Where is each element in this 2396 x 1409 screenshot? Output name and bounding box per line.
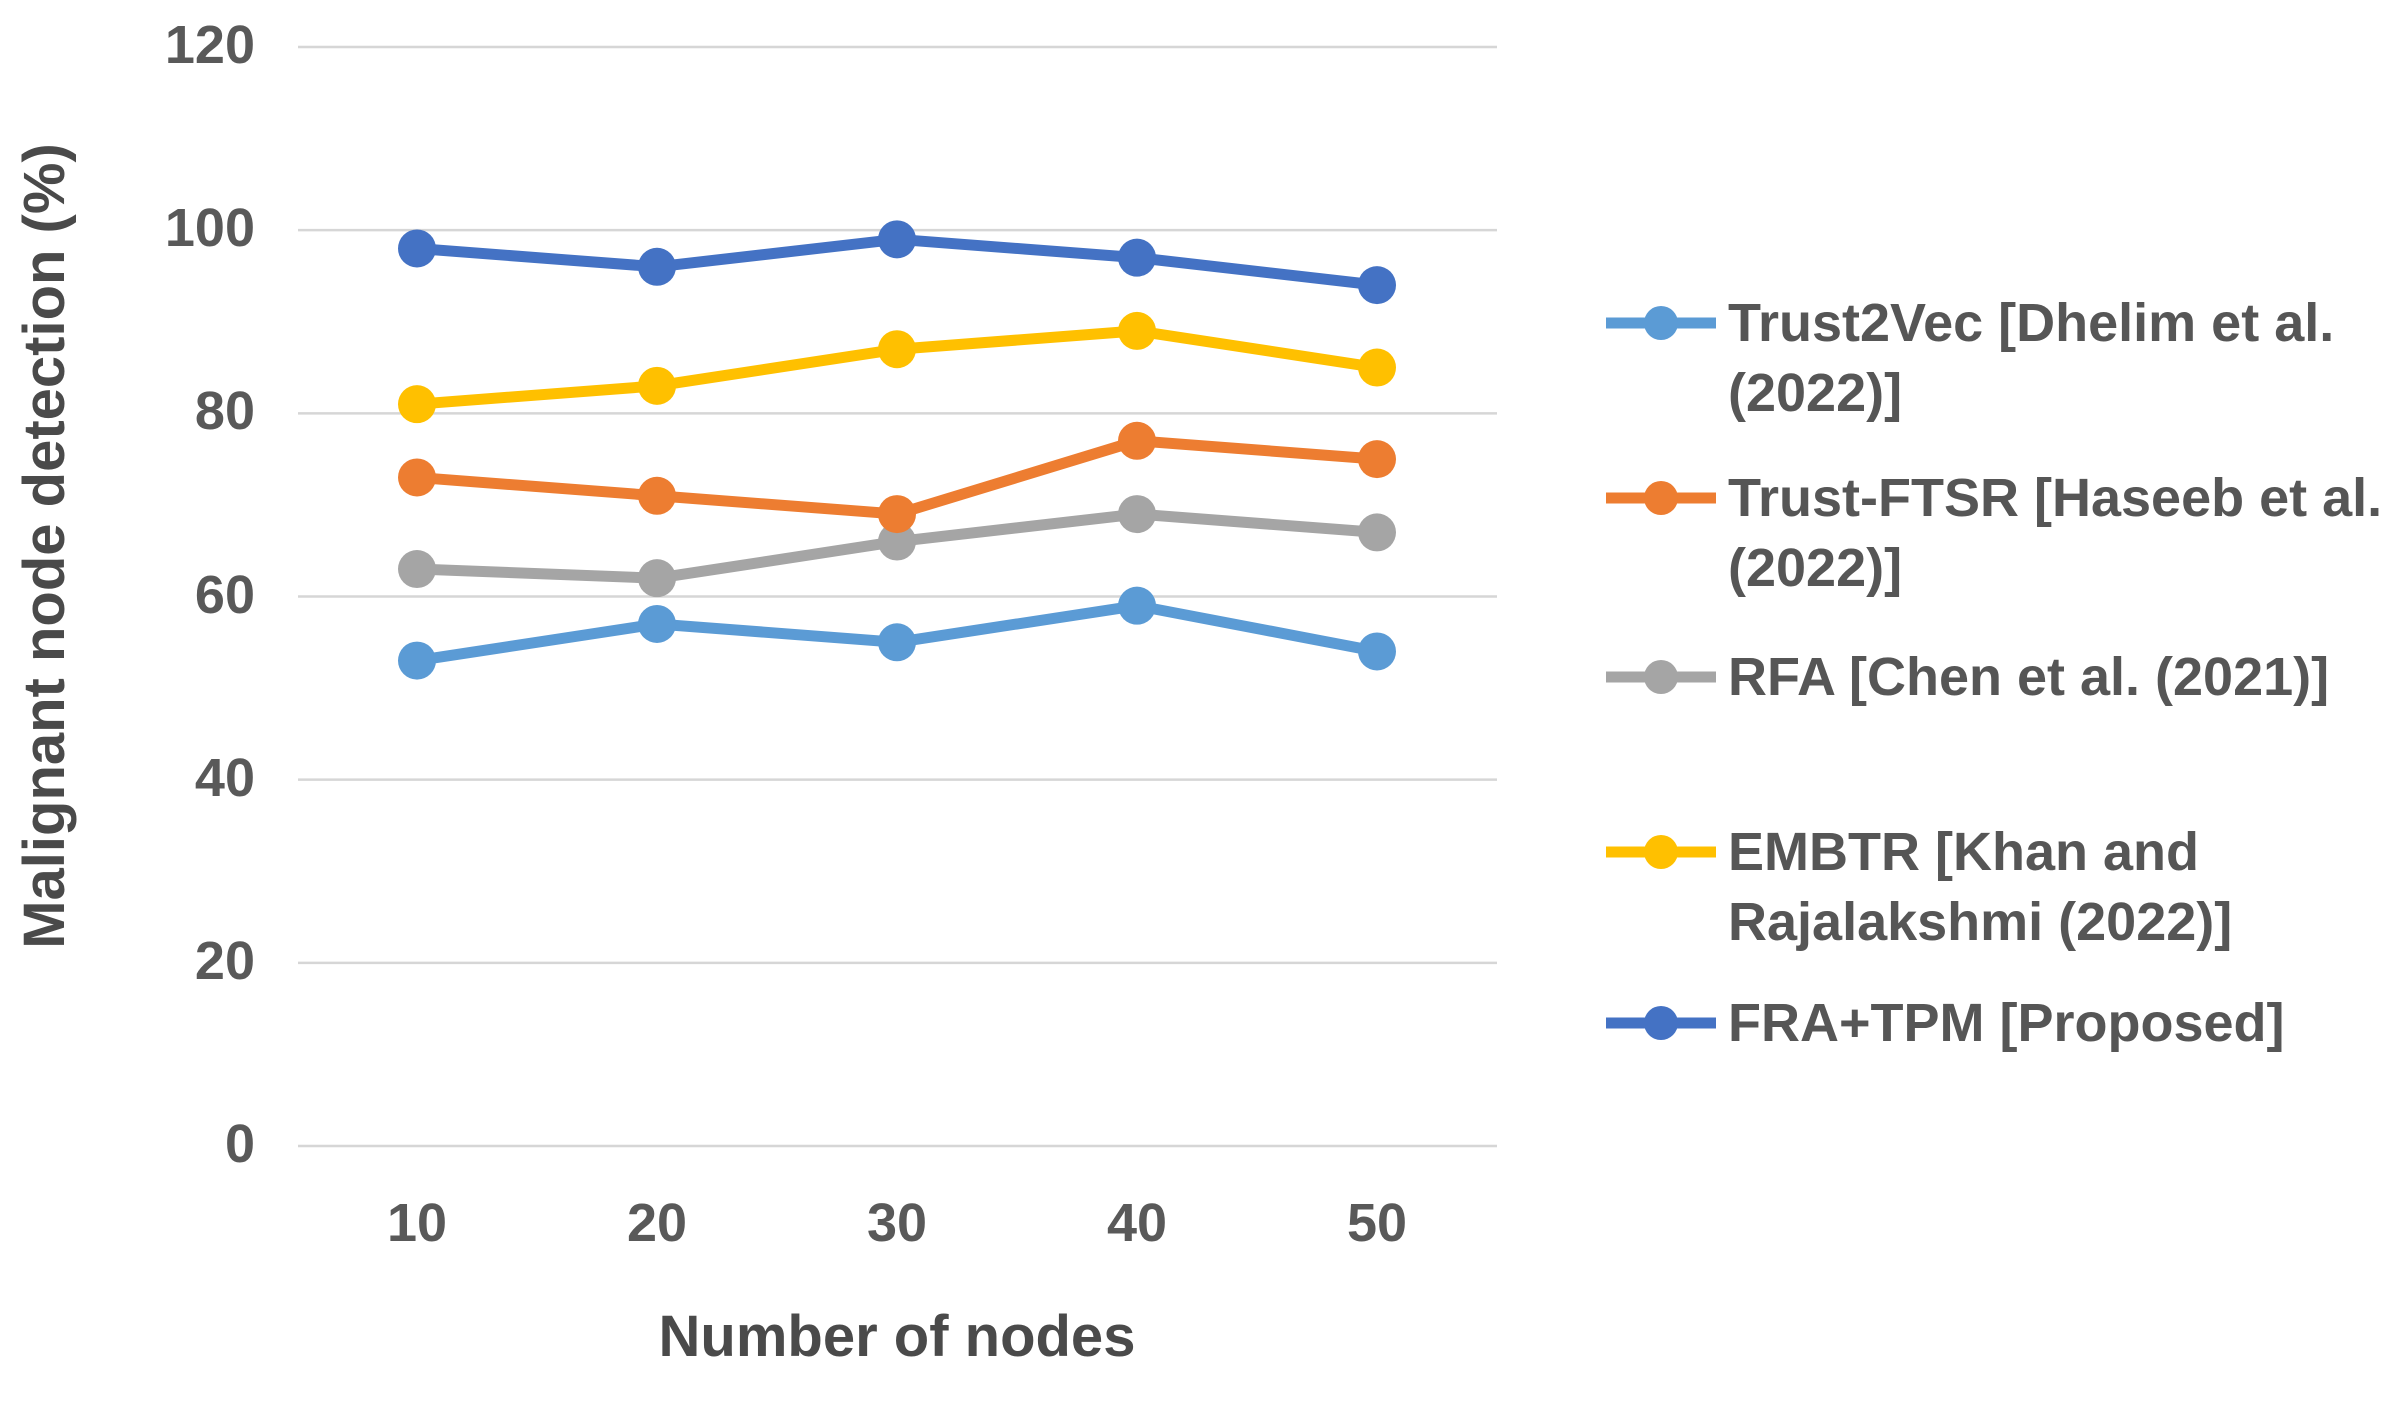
legend-marker-icon xyxy=(1606,835,1716,869)
legend-item: EMBTR [Khan and Rajalakshmi (2022)] xyxy=(1606,817,2396,957)
y-tick-label: 0 xyxy=(224,1113,255,1174)
x-tick-label: 40 xyxy=(1106,1193,1168,1253)
data-point xyxy=(1118,238,1156,277)
y-tick-label: 120 xyxy=(164,14,255,75)
data-point xyxy=(878,330,916,369)
x-tick-label: 30 xyxy=(866,1193,928,1253)
y-axis-title: Malignant node detection (%) xyxy=(12,143,77,949)
data-point xyxy=(1358,632,1396,671)
legend-marker-icon xyxy=(1606,306,1716,340)
data-point xyxy=(1358,440,1396,479)
data-point xyxy=(398,641,436,680)
legend-label: Trust2Vec [Dhelim et al. (2022)] xyxy=(1728,293,2335,423)
data-point xyxy=(1118,421,1156,460)
legend-label: EMBTR [Khan and Rajalakshmi (2022)] xyxy=(1728,822,2233,952)
data-point xyxy=(398,229,436,268)
data-point xyxy=(1118,586,1156,625)
data-point xyxy=(878,220,916,259)
data-point xyxy=(638,559,676,598)
legend-label: RFA [Chen et al. (2021)] xyxy=(1728,647,2330,707)
data-point xyxy=(1118,311,1156,350)
y-tick-label: 60 xyxy=(194,564,255,625)
legend-item: Trust-FTSR [Haseeb et al. (2022)] xyxy=(1606,463,2396,603)
legend-item: FRA+TPM [Proposed] xyxy=(1606,988,2396,1058)
data-point xyxy=(638,247,676,286)
legend-item: Trust2Vec [Dhelim et al. (2022)] xyxy=(1606,288,2396,428)
data-point xyxy=(638,476,676,515)
legend-marker-icon xyxy=(1606,1006,1716,1040)
data-point xyxy=(398,385,436,424)
y-tick-label: 100 xyxy=(164,197,255,258)
legend-marker-icon xyxy=(1606,481,1716,515)
legend-marker-icon xyxy=(1606,660,1716,694)
data-point xyxy=(878,623,916,662)
data-point xyxy=(638,604,676,643)
x-axis-title: Number of nodes xyxy=(658,1304,1136,1369)
data-point xyxy=(1358,513,1396,552)
y-tick-label: 40 xyxy=(194,747,255,808)
data-point xyxy=(1118,495,1156,534)
data-point xyxy=(878,495,916,534)
x-tick-label: 10 xyxy=(386,1193,448,1253)
data-point xyxy=(1358,266,1396,305)
y-tick-label: 20 xyxy=(194,930,255,991)
legend-item: RFA [Chen et al. (2021)] xyxy=(1606,642,2396,712)
data-point xyxy=(638,366,676,405)
legend-label: FRA+TPM [Proposed] xyxy=(1728,993,2285,1053)
x-tick-label: 20 xyxy=(626,1193,688,1253)
x-tick-label: 50 xyxy=(1346,1193,1408,1253)
data-point xyxy=(878,522,916,561)
data-point xyxy=(398,458,436,497)
data-point xyxy=(1358,348,1396,387)
y-tick-label: 80 xyxy=(194,381,255,442)
legend-label: Trust-FTSR [Haseeb et al. (2022)] xyxy=(1728,468,2383,598)
data-point xyxy=(398,550,436,589)
